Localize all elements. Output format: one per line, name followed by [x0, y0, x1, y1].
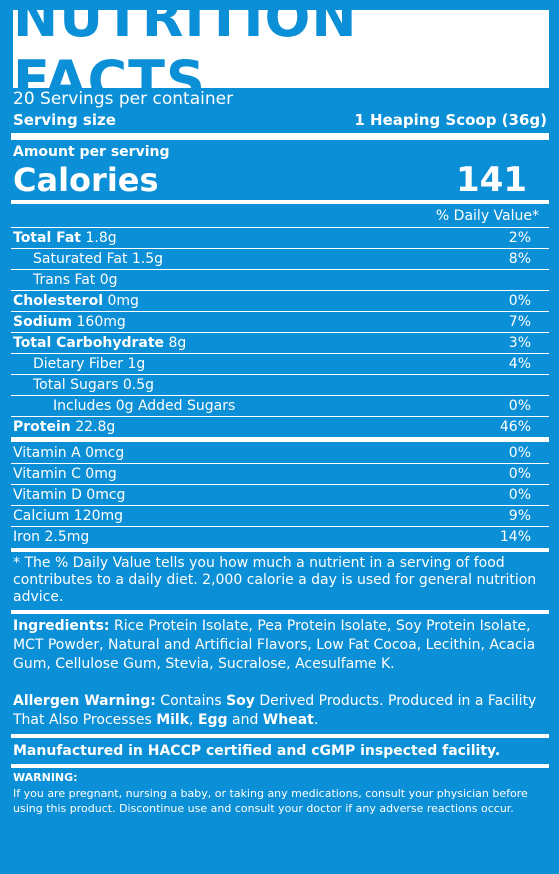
- nutrient-name: Total Carbohydrate: [13, 335, 165, 351]
- nutrient-amount: Dietary Fiber 1g: [33, 356, 146, 372]
- serving-size-value: 1 Heaping Scoop (36g): [354, 111, 547, 129]
- nutrient-row-protein: Protein 22.8g 46%: [11, 417, 549, 438]
- vitamin-row-d: Vitamin D 0mcg 0%: [11, 485, 549, 506]
- nutrient-row-total-carbohydrate: Total Carbohydrate 8g 3%: [11, 333, 549, 354]
- nutrient-row-saturated-fat: Saturated Fat 1.5g 8%: [11, 249, 549, 270]
- nutrient-dv: 0%: [508, 398, 531, 414]
- vitamin-dv: 0%: [508, 487, 531, 503]
- allergen-milk: Milk: [156, 712, 190, 728]
- divider-medium: [11, 734, 549, 738]
- vitamin-row-calcium: Calcium 120mg 9%: [11, 506, 549, 527]
- allergen-warning: Allergen Warning: Contains Soy Derived P…: [11, 674, 549, 733]
- vitamin-dv: 9%: [508, 508, 531, 524]
- nutrient-dv: 2%: [508, 230, 531, 246]
- divider-medium: [11, 548, 549, 552]
- calories-label: Calories: [13, 161, 159, 199]
- serving-size-row: Serving size 1 Heaping Scoop (36g): [11, 110, 549, 130]
- nutrient-dv: 4%: [508, 356, 531, 372]
- vitamin-row-iron: Iron 2.5mg 14%: [11, 527, 549, 547]
- serving-size-label: Serving size: [13, 111, 116, 129]
- allergen-wheat: Wheat: [262, 712, 314, 728]
- ingredients-label: Ingredients:: [13, 618, 110, 634]
- vitamin-row-c: Vitamin C 0mg 0%: [11, 464, 549, 485]
- nutrient-amount: Saturated Fat 1.5g: [33, 251, 164, 267]
- divider-medium: [11, 610, 549, 614]
- nutrient-amount: Total Sugars 0.5g: [33, 377, 155, 393]
- amount-per-serving: Amount per serving: [13, 144, 170, 160]
- nutrient-row-cholesterol: Cholesterol 0mg 0%: [11, 291, 549, 312]
- nutrient-dv: 0%: [508, 293, 531, 309]
- divider-medium: [11, 200, 549, 204]
- nutrient-amount: Trans Fat 0g: [33, 272, 118, 288]
- nutrient-amount: 1.8g: [81, 230, 117, 246]
- calories-row: Calories 141: [11, 162, 549, 198]
- divider-thick: [11, 133, 549, 140]
- nutrient-amount: 0mg: [103, 293, 139, 309]
- daily-value-footnote: * The % Daily Value tells you how much a…: [13, 555, 537, 605]
- nutrient-row-trans-fat: Trans Fat 0g: [11, 270, 549, 291]
- nutrient-amount: Includes 0g Added Sugars: [53, 398, 236, 414]
- nutrient-amount: 160mg: [72, 314, 126, 330]
- nutrient-name: Protein: [13, 419, 71, 435]
- nutrient-row-total-fat: Total Fat 1.8g 2%: [11, 228, 549, 249]
- nutrient-dv: 46%: [499, 419, 531, 435]
- vitamin-dv: 14%: [499, 529, 531, 545]
- ingredients-list: Rice Protein Isolate, Pea Protein Isolat…: [13, 618, 536, 672]
- nutrient-row-dietary-fiber: Dietary Fiber 1g 4%: [11, 354, 549, 375]
- nutrient-name: Sodium: [13, 314, 73, 330]
- nutrient-dv: 3%: [508, 335, 531, 351]
- daily-value-header: % Daily Value*: [435, 208, 539, 224]
- nutrient-name: Cholesterol: [13, 293, 103, 309]
- allergen-text: and: [227, 712, 263, 728]
- vitamin-row-a: Vitamin A 0mcg 0%: [11, 443, 549, 464]
- divider-medium: [11, 764, 549, 768]
- allergen-text: ,: [189, 712, 198, 728]
- allergen-egg: Egg: [197, 712, 228, 728]
- allergen-text: Derived Products. Produced in a Facility…: [13, 693, 537, 728]
- nutrient-amount: 22.8g: [70, 419, 116, 435]
- nutrient-row-added-sugars: Includes 0g Added Sugars 0%: [11, 396, 549, 417]
- nutrient-amount: 8g: [164, 335, 187, 351]
- calories-value: 141: [456, 160, 527, 200]
- warning-text: If you are pregnant, nursing a baby, or …: [13, 787, 528, 815]
- divider-thin: [11, 227, 549, 228]
- allergen-label: Allergen Warning:: [13, 693, 156, 709]
- allergen-text: Contains: [155, 693, 227, 709]
- allergen-text: .: [313, 712, 319, 728]
- vitamin-label: Calcium 120mg: [13, 508, 124, 524]
- ingredients-text: Ingredients: Rice Protein Isolate, Pea P…: [11, 614, 549, 674]
- vitamin-dv: 0%: [508, 445, 531, 461]
- nutrient-dv: 7%: [508, 314, 531, 330]
- allergen-soy: Soy: [226, 693, 255, 709]
- label-title: NUTRITION FACTS: [13, 0, 549, 112]
- vitamin-label: Vitamin C 0mg: [13, 466, 117, 482]
- nutrient-row-total-sugars: Total Sugars 0.5g: [11, 375, 549, 396]
- nutrient-row-sodium: Sodium 160mg 7%: [11, 312, 549, 333]
- nutrient-name: Total Fat: [13, 230, 82, 246]
- nutrient-dv: 8%: [508, 251, 531, 267]
- manufacturing-statement: Manufactured in HACCP certified and cGMP…: [13, 743, 501, 759]
- vitamin-label: Vitamin D 0mcg: [13, 487, 126, 503]
- warning-title: WARNING:: [13, 771, 78, 784]
- vitamin-label: Iron 2.5mg: [13, 529, 90, 545]
- servings-per-container: 20 Servings per container: [13, 89, 234, 109]
- vitamin-dv: 0%: [508, 466, 531, 482]
- divider-medium: [11, 438, 549, 442]
- vitamin-label: Vitamin A 0mcg: [13, 445, 125, 461]
